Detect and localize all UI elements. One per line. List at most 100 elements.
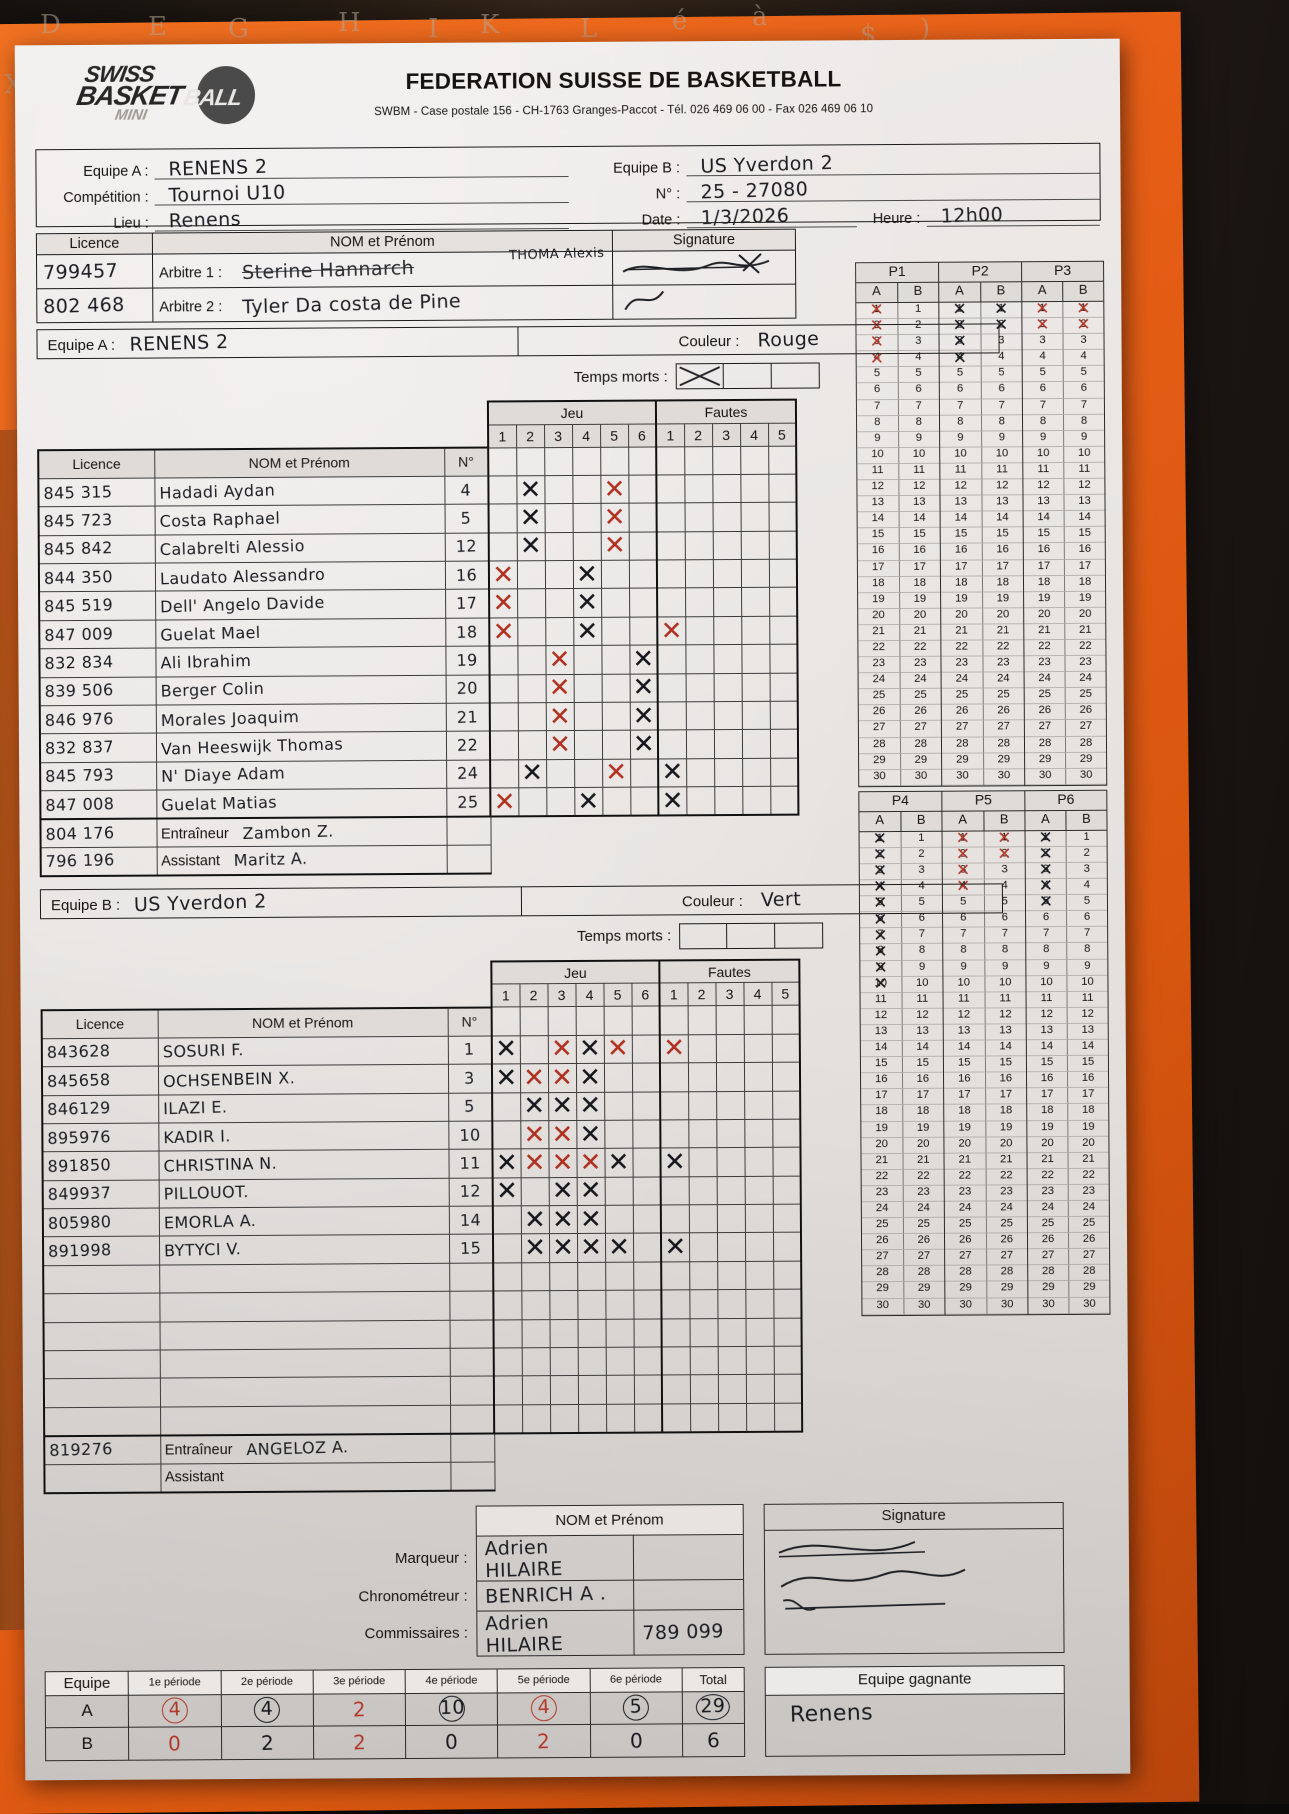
jeu-cell[interactable]: ✕ — [603, 1034, 632, 1064]
team-b-name-field[interactable]: Equipe B : US Yverdon 2 — [39, 886, 523, 920]
faute-cell[interactable] — [685, 701, 714, 731]
timeout-cell[interactable] — [675, 363, 724, 390]
faute-cell[interactable] — [688, 1119, 717, 1149]
score-cell-a[interactable]: 9 — [857, 431, 899, 449]
score-cell-b[interactable]: 30 — [900, 769, 942, 786]
score-cell-b[interactable]: 18 — [982, 575, 1024, 593]
score-cell-b[interactable]: 29 — [1066, 752, 1107, 769]
equipe-a-field[interactable]: RENENS 2 — [154, 155, 569, 180]
period-score[interactable]: 2 — [221, 1726, 314, 1760]
score-cell-a[interactable]: 6 — [943, 911, 985, 929]
ref2-signature[interactable] — [612, 284, 796, 320]
faute-cell[interactable] — [688, 1147, 717, 1177]
score-cell-a[interactable]: 9 — [1026, 959, 1068, 976]
player-licence[interactable]: 845 315 — [38, 477, 155, 508]
jeu-cell[interactable]: ✕ — [545, 702, 574, 732]
score-cell-b[interactable]: 24 — [1068, 1200, 1109, 1218]
score-cell-b[interactable]: 15 — [902, 1056, 944, 1074]
chronometreur-extra[interactable] — [633, 1578, 744, 1610]
player-licence[interactable] — [43, 1293, 160, 1323]
score-cell-a[interactable]: 16 — [857, 544, 900, 561]
score-cell-a[interactable]: 21 — [861, 1153, 904, 1171]
score-cell-b[interactable]: 25 — [1068, 1216, 1109, 1234]
faute-cell[interactable] — [717, 1318, 746, 1347]
jeu-cell[interactable] — [489, 646, 518, 675]
jeu-cell[interactable] — [572, 475, 601, 504]
jeu-cell[interactable] — [493, 1291, 522, 1320]
score-cell-b[interactable]: 6 — [984, 911, 1026, 928]
faute-cell[interactable] — [771, 1062, 801, 1091]
heure-field[interactable]: 12h00 — [926, 203, 1100, 227]
score-cell-a[interactable]: 28 — [945, 1265, 987, 1283]
score-cell-a[interactable]: 7 — [1022, 398, 1064, 415]
player-licence[interactable]: 846 976 — [39, 705, 156, 735]
jeu-cell[interactable] — [544, 532, 573, 561]
score-cell-a[interactable]: 6 — [1022, 382, 1064, 399]
faute-cell[interactable] — [660, 1091, 689, 1120]
score-cell-a[interactable]: 8 — [1022, 414, 1065, 431]
score-cell-b[interactable]: 6 — [901, 912, 943, 929]
player-licence[interactable]: 832 837 — [39, 733, 157, 763]
player-number[interactable]: 1 — [447, 1035, 492, 1065]
player-licence[interactable]: 891850 — [42, 1151, 159, 1181]
player-name[interactable]: Hadadi Aydan — [154, 476, 445, 507]
score-cell-a[interactable]: 10 — [1026, 975, 1068, 992]
jeu-cell[interactable] — [492, 1092, 521, 1121]
score-cell-b[interactable]: 20 — [902, 1137, 944, 1154]
score-cell-a[interactable]: 12 — [940, 479, 982, 496]
player-number[interactable]: 4 — [444, 475, 489, 505]
player-name[interactable]: Dell' Angelo Davide — [155, 589, 446, 620]
player-number[interactable]: 17 — [445, 589, 490, 619]
ref1-name[interactable]: Arbitre 1 : Sterine Hannarch THOMA Alexi… — [152, 246, 613, 289]
score-cell-a[interactable]: 22 — [1024, 639, 1066, 657]
player-name[interactable]: Ali Ibrahim — [155, 646, 446, 677]
jeu-cell[interactable] — [488, 532, 517, 562]
score-cell-a[interactable]: 18 — [1027, 1104, 1069, 1121]
score-cell-a[interactable]: 14 — [1023, 511, 1065, 528]
date-field[interactable]: 1/3/2026 — [686, 205, 857, 229]
faute-cell[interactable] — [713, 587, 742, 617]
jeu-cell[interactable] — [601, 702, 630, 731]
jeu-cell[interactable] — [633, 1261, 662, 1291]
jeu-cell[interactable] — [632, 1119, 661, 1149]
jeu-cell[interactable] — [573, 645, 602, 675]
score-cell-b[interactable]: 14 — [982, 511, 1023, 528]
jeu-cell[interactable]: ✕ — [520, 1148, 549, 1178]
score-cell-a[interactable]: 20 — [941, 608, 983, 625]
jeu-cell[interactable]: ✕ — [516, 475, 545, 505]
jeu-cell[interactable]: ✕ — [573, 588, 602, 618]
faute-cell[interactable] — [657, 588, 686, 617]
jeu-cell[interactable] — [546, 787, 575, 817]
score-cell-b[interactable]: 11 — [1064, 462, 1105, 480]
player-licence[interactable]: 845 519 — [39, 591, 156, 621]
jeu-cell[interactable] — [628, 474, 657, 504]
player-name[interactable]: CHRISTINA N. — [158, 1149, 449, 1180]
score-cell-a[interactable]: 28 — [1024, 736, 1067, 753]
equipe-b-field[interactable]: US Yverdon 2 — [685, 151, 1100, 177]
faute-cell[interactable] — [685, 644, 714, 674]
ref1-licence[interactable]: 799457 — [36, 254, 153, 289]
faute-cell[interactable] — [712, 559, 742, 589]
player-licence[interactable]: 839 506 — [39, 676, 156, 706]
score-cell-b[interactable]: 26 — [1065, 704, 1106, 721]
score-cell-b[interactable]: 25 — [1065, 687, 1106, 705]
score-cell-b[interactable]: 27 — [1065, 720, 1106, 737]
jeu-cell[interactable]: ✕ — [547, 1034, 576, 1065]
jeu-cell[interactable]: ✕ — [491, 1035, 520, 1065]
player-name[interactable]: N' Diaye Adam — [156, 760, 447, 791]
score-cell-a[interactable]: 27 — [858, 721, 901, 738]
score-cell-b[interactable]: 6 — [1063, 382, 1104, 399]
score-cell-b[interactable]: 22 — [986, 1169, 1027, 1186]
faute-cell[interactable] — [689, 1261, 718, 1291]
faute-cell[interactable] — [661, 1261, 690, 1291]
score-cell-a[interactable]: 21 — [1024, 623, 1066, 641]
jeu-cell[interactable]: ✕ — [600, 503, 629, 533]
score-cell-a[interactable]: 6 — [1026, 911, 1068, 928]
score-cell-b[interactable]: 28 — [986, 1265, 1028, 1282]
faute-cell[interactable] — [741, 701, 770, 730]
score-cell-a[interactable]: 13 — [943, 1024, 986, 1041]
score-cell-b[interactable]: 24 — [983, 672, 1024, 689]
period-score[interactable]: 4 — [128, 1694, 222, 1728]
score-cell-b[interactable]: 6 — [1067, 911, 1108, 928]
score-cell-a[interactable]: 19 — [1024, 591, 1066, 609]
